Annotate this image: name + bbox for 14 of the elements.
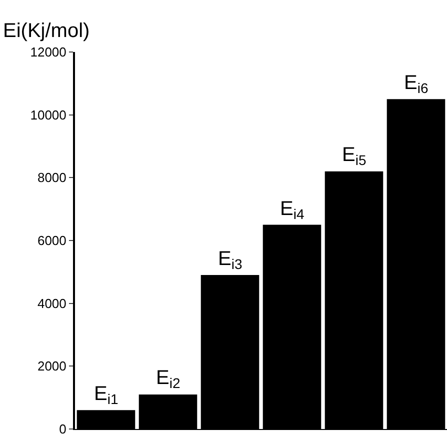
y-axis-title: Ei(Kj/mol)	[3, 20, 90, 42]
x-tick-label: E$_{i3}$	[218, 248, 242, 272]
x-tick-label: E$_{i1}$	[94, 383, 118, 408]
x-tick-label: E$_{i4}$	[280, 198, 304, 222]
y-tick-label: 2000	[37, 358, 66, 374]
y-tick-label: 8000	[37, 170, 66, 186]
y-tick-label: 0	[59, 422, 66, 437]
y-tick-label: 6000	[37, 233, 66, 248]
x-tick-label: E$_{i5}$	[342, 144, 366, 168]
x-tick-label: E$_{i2}$	[156, 367, 180, 392]
x-tick-label: E$_{i6}$	[404, 72, 428, 96]
y-tick-label: 4000	[37, 296, 66, 311]
y-tick-label: 12000	[30, 44, 66, 60]
y-tick-label: 10000	[30, 107, 66, 122]
